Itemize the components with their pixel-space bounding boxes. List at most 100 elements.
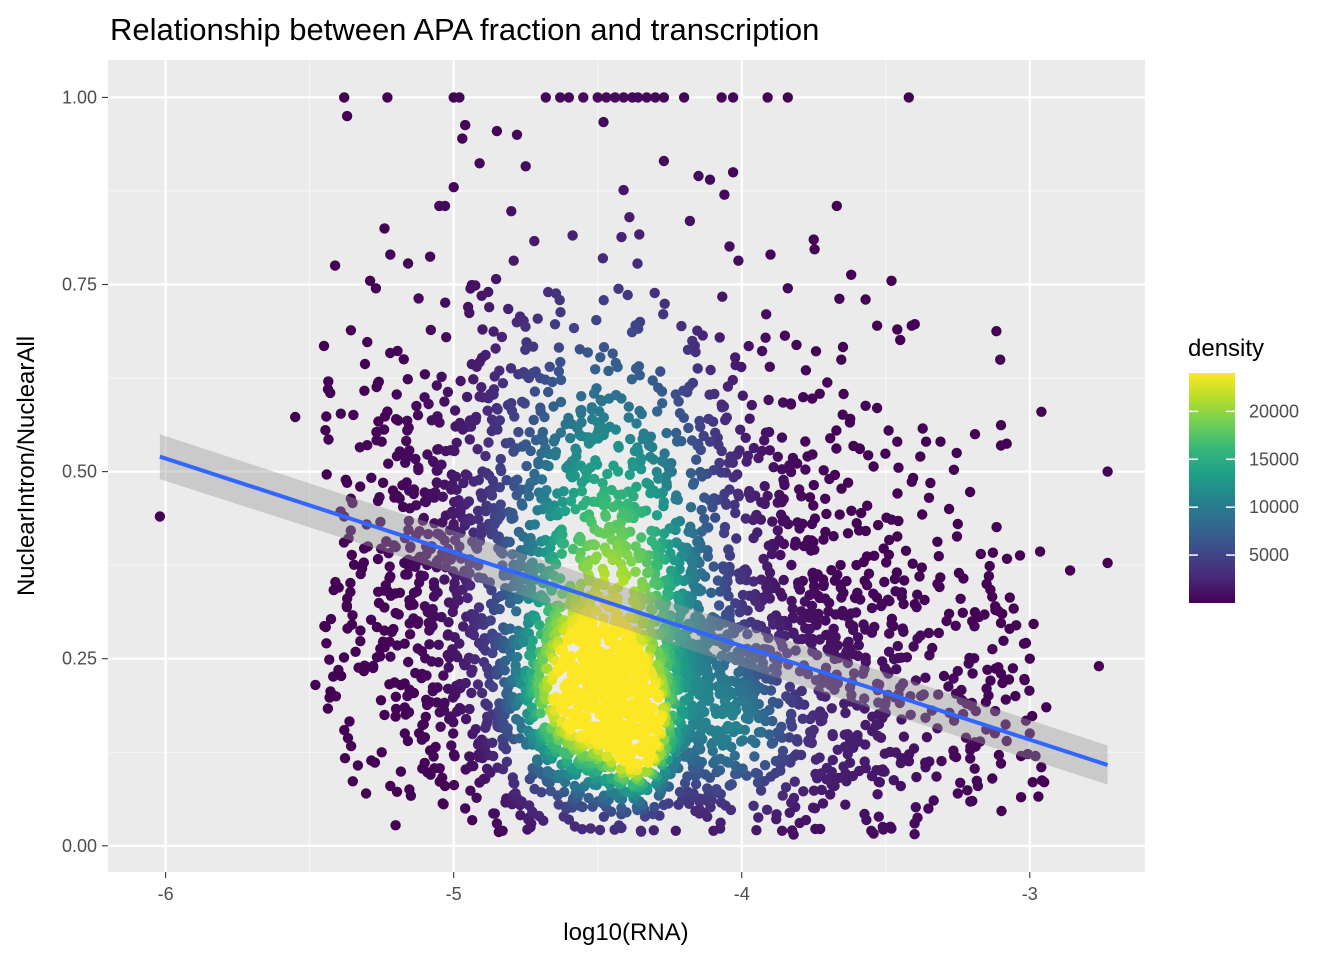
data-point [528,341,539,352]
data-point [465,785,476,796]
data-point [892,324,903,335]
data-point [808,234,819,245]
data-point [359,358,371,370]
data-point [828,531,839,542]
data-point [392,415,404,426]
data-point [628,586,640,597]
data-point [433,639,444,650]
data-point [555,601,566,613]
data-point [840,707,851,719]
data-point [379,223,390,234]
data-point [393,609,404,620]
data-point [483,437,494,448]
data-point [734,607,745,618]
data-point [838,761,849,772]
data-point [511,129,523,140]
data-point [372,553,384,565]
data-point [933,627,944,639]
data-point [716,797,727,808]
data-point [666,565,677,576]
data-point [767,696,779,708]
data-point [550,559,562,570]
data-point [714,457,725,469]
data-point [985,675,996,686]
data-point [737,589,749,601]
data-point [423,398,434,410]
data-point [390,711,401,722]
data-point [645,712,657,723]
data-point [782,283,793,294]
data-point [955,593,966,604]
data-point [802,451,813,462]
data-point [321,411,332,422]
data-point [764,445,775,456]
data-point [567,230,578,241]
data-point [453,595,464,606]
data-point [772,727,783,738]
data-point [759,481,770,492]
data-point [881,557,892,568]
data-point [476,687,488,699]
data-point [368,660,379,672]
data-point [626,327,638,338]
data-point [770,755,782,767]
data-point [948,673,959,684]
data-point [345,525,356,536]
data-point [912,633,923,644]
data-point [778,474,789,486]
data-point [779,330,791,341]
data-point [750,767,761,779]
data-point [673,396,684,407]
x-tick-label: -6 [158,884,174,904]
data-point [464,434,475,445]
data-point [803,735,814,746]
data-point [533,670,545,681]
data-point [687,335,698,347]
data-point [692,325,703,336]
data-point [873,697,884,708]
data-point [759,435,770,446]
data-point [775,509,787,520]
data-point [834,293,845,304]
data-point [993,749,1005,761]
data-point [623,401,634,412]
data-point [434,763,445,774]
data-point [362,440,373,451]
data-point [706,587,717,598]
data-point [831,200,842,212]
data-point [555,92,566,103]
data-point [796,615,807,626]
data-point [842,657,854,669]
data-point [853,525,865,536]
data-point [494,603,505,615]
data-point [338,652,350,663]
data-point [465,751,476,762]
data-point [753,812,764,823]
data-point [541,485,552,496]
data-point [856,507,867,519]
data-point [472,679,484,690]
data-point [758,553,769,565]
data-point [895,780,906,792]
data-point [473,474,484,486]
data-point [529,235,540,247]
data-point [618,184,629,196]
data-point [839,729,850,740]
data-point [631,418,642,429]
data-point [832,744,843,755]
data-point [702,551,714,562]
data-point [713,600,725,611]
data-point [753,452,764,464]
data-point [711,784,722,795]
data-point [737,390,748,401]
data-point [854,765,865,777]
data-point [645,751,656,762]
data-point [549,319,561,330]
data-point [733,568,745,579]
data-point [339,753,351,764]
data-point [871,765,882,776]
data-point [441,332,452,343]
data-point [428,456,439,468]
data-point [910,802,921,813]
data-point [860,294,871,305]
